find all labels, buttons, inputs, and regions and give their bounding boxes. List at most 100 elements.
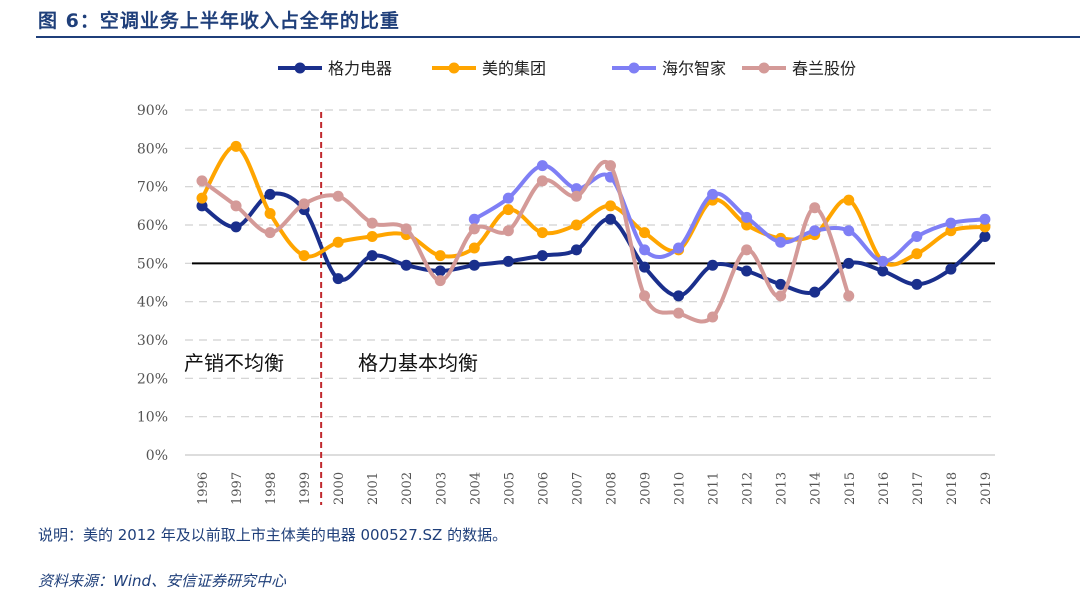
series-line-3 [200, 160, 851, 324]
data-point [911, 278, 923, 290]
data-point [979, 231, 991, 242]
data-point [979, 213, 991, 225]
x-tick-label: 2016 [877, 472, 892, 505]
data-point [843, 257, 855, 269]
y-tick-label: 10% [137, 410, 168, 426]
data-point [196, 175, 208, 187]
data-point [502, 204, 514, 216]
legend-marker [448, 62, 460, 74]
data-point [570, 190, 582, 202]
x-tick-label: 2003 [434, 472, 449, 505]
y-tick-label: 60% [137, 218, 168, 234]
chart-source: 资料来源：Wind、安信证券研究中心 [38, 572, 287, 590]
data-point [809, 202, 821, 214]
data-point [298, 250, 310, 262]
data-point [468, 259, 480, 271]
data-point [434, 275, 446, 287]
data-point [570, 244, 582, 256]
data-point [434, 265, 446, 277]
data-point [843, 225, 855, 237]
y-tick-label: 30% [137, 333, 168, 349]
x-tick-label: 2008 [604, 472, 619, 505]
legend-label: 美的集团 [482, 59, 546, 78]
data-point [366, 250, 378, 262]
legend-label: 春兰股份 [792, 59, 856, 78]
data-point [400, 223, 412, 235]
x-tick-label: 2002 [400, 472, 415, 505]
title-rule [36, 36, 1080, 38]
data-point [230, 221, 242, 233]
data-point [673, 242, 685, 254]
data-point [741, 211, 753, 223]
data-point [945, 225, 957, 237]
y-tick-label: 90% [137, 103, 168, 119]
legend-marker [628, 62, 640, 74]
data-point [911, 231, 923, 242]
data-point [468, 213, 480, 225]
data-point [366, 231, 378, 242]
x-tick-label: 2013 [775, 472, 790, 505]
data-point [979, 221, 991, 233]
data-point [604, 213, 616, 225]
legend-marker [294, 62, 306, 74]
data-point [332, 273, 344, 285]
data-point [264, 227, 276, 239]
x-tick-label: 2019 [979, 472, 994, 505]
data-point [570, 219, 582, 231]
data-point [502, 225, 514, 237]
data-point [196, 192, 208, 204]
legend-label: 格力电器 [328, 59, 392, 78]
series-line-2 [473, 163, 986, 264]
data-point [707, 188, 719, 200]
x-tick-label: 2006 [536, 472, 551, 505]
data-point [570, 183, 582, 195]
data-point [298, 198, 310, 210]
x-tick-label: 1997 [230, 472, 245, 505]
x-tick-label: 2017 [911, 472, 926, 505]
data-point [639, 290, 651, 302]
data-point [775, 278, 787, 290]
y-tick-label: 20% [137, 371, 168, 387]
data-point [264, 188, 276, 200]
data-point [673, 290, 685, 302]
data-point [536, 175, 548, 187]
data-point [775, 236, 787, 248]
figure-title: 图 6：空调业务上半年收入占全年的比重 [38, 10, 400, 32]
x-tick-label: 2012 [741, 472, 756, 505]
data-point [536, 227, 548, 239]
data-point [332, 236, 344, 248]
data-point [536, 160, 548, 172]
y-tick-label: 70% [137, 180, 168, 196]
data-point [502, 192, 514, 204]
series-line-0 [200, 191, 987, 298]
data-point [468, 223, 480, 235]
data-point [366, 217, 378, 229]
x-tick-label: 2001 [366, 472, 381, 505]
x-tick-label: 2014 [809, 472, 824, 505]
data-point [945, 217, 957, 229]
y-tick-label: 0% [146, 448, 168, 464]
y-tick-label: 50% [137, 256, 168, 272]
x-tick-label: 1996 [196, 472, 211, 505]
x-tick-label: 2007 [570, 472, 585, 505]
x-tick-label: 2011 [707, 472, 722, 505]
data-point [434, 250, 446, 262]
data-point [264, 208, 276, 219]
data-point [468, 242, 480, 254]
data-point [809, 225, 821, 237]
annotation-unbalanced: 产销不均衡 [184, 351, 284, 375]
x-tick-label: 2018 [945, 472, 960, 505]
data-point [741, 265, 753, 277]
data-point [877, 255, 889, 267]
data-point [775, 290, 787, 302]
data-point [843, 290, 855, 302]
x-tick-label: 2005 [502, 472, 517, 505]
data-point [196, 200, 208, 212]
data-point [707, 311, 719, 323]
data-point [809, 286, 821, 298]
data-point [741, 219, 753, 231]
chart-note: 说明：美的 2012 年及以前取上市主体美的电器 000527.SZ 的数据。 [38, 526, 508, 544]
data-point [639, 261, 651, 273]
x-tick-label: 1999 [298, 472, 313, 505]
data-point [741, 244, 753, 256]
